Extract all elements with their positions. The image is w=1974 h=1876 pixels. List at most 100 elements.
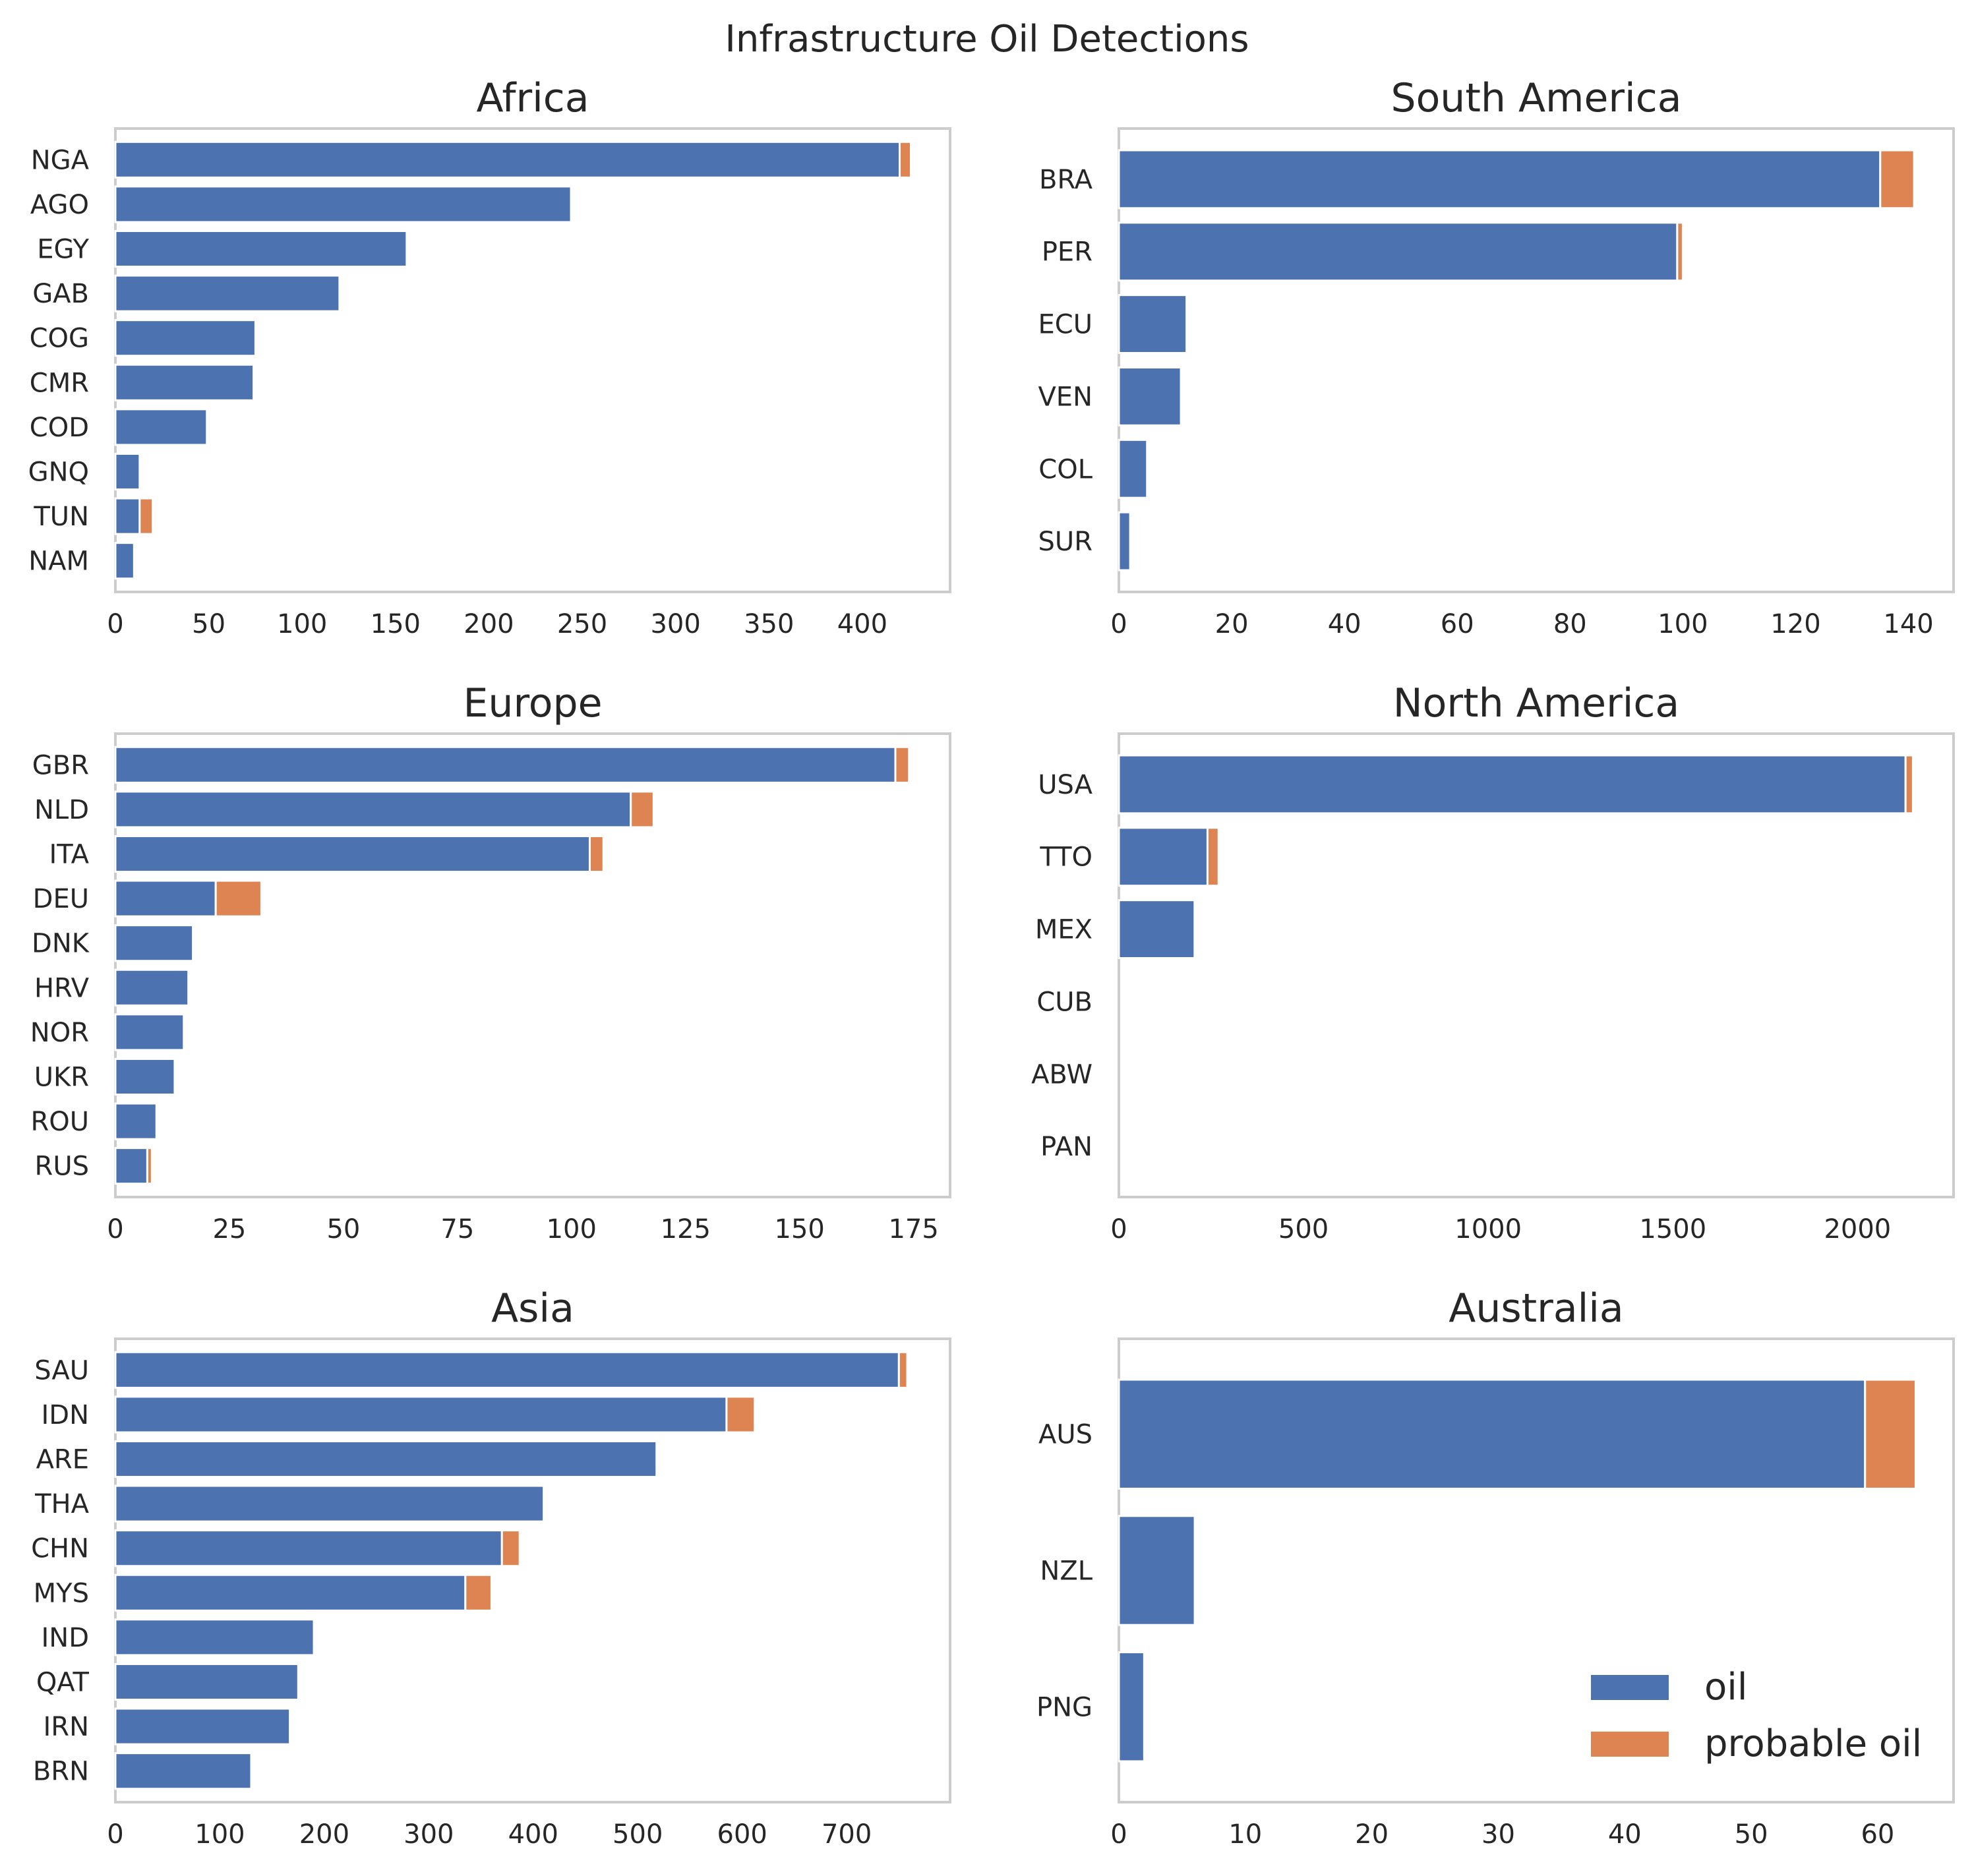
bar-oil-australia-png (1118, 1651, 1145, 1763)
x-tick-label-asia: 100 (194, 1819, 245, 1850)
bar-oil-africa-cmr (114, 363, 255, 401)
x-tick-label-asia: 300 (404, 1819, 454, 1850)
panel-title-africa: Africa (476, 75, 589, 121)
x-tick-label-australia: 30 (1481, 1819, 1515, 1850)
category-label-tun: TUN (33, 502, 89, 532)
category-label-deu: DEU (33, 884, 89, 914)
category-label-sur: SUR (1038, 527, 1092, 557)
x-tick-label-africa: 350 (744, 609, 794, 639)
panel-north-america: North America USA TTO MEX CUB ABW PAN 0 500 1000 1… (1031, 680, 1955, 1245)
bar-probable-oil-europe-gbr (894, 746, 911, 784)
x-tick-label-south-america: 60 (1441, 609, 1474, 639)
x-tick-label-australia: 10 (1228, 1819, 1262, 1850)
panel-europe: Europe GBR NLD ITA DEU DNK HRV NOR UKR ROU RUS 0 25 5… (30, 680, 951, 1245)
category-label-cub: CUB (1036, 987, 1092, 1017)
bar-probable-oil-south-america-bra (1879, 149, 1915, 210)
bar-oil-europe-rus (114, 1147, 148, 1185)
bar-probable-oil-asia-idn (725, 1395, 756, 1434)
x-tick-label-south-america: 120 (1770, 609, 1820, 639)
category-label-gab: GAB (32, 279, 89, 309)
category-label-ita: ITA (49, 840, 90, 870)
bar-oil-europe-deu (114, 879, 217, 918)
bar-probable-oil-australia-aus (1864, 1378, 1917, 1490)
category-label-aus: AUS (1038, 1420, 1092, 1450)
axes-frame-north-america (1118, 732, 1955, 1198)
x-tick-label-asia: 500 (613, 1819, 663, 1850)
bar-oil-south-america-bra (1118, 149, 1882, 210)
bar-oil-africa-tun (114, 497, 141, 535)
category-label-abw: ABW (1031, 1059, 1092, 1090)
panels: Africa NGA AGO EGY GAB COG CMR COD GNQ TUN NAM 0 50 1… (28, 75, 1955, 1850)
category-label-brn: BRN (33, 1757, 89, 1787)
category-label-nzl: NZL (1040, 1556, 1092, 1587)
category-label-mex: MEX (1035, 915, 1092, 945)
bar-oil-asia-mys (114, 1573, 467, 1612)
x-tick-label-europe: 0 (107, 1214, 123, 1245)
bar-oil-south-america-ecu (1118, 294, 1188, 355)
category-label-nam: NAM (28, 546, 89, 577)
bar-oil-africa-ago (114, 185, 572, 223)
x-tick-label-australia: 0 (1110, 1819, 1127, 1850)
bar-oil-asia-tha (114, 1484, 545, 1523)
x-tick-label-south-america: 20 (1215, 609, 1249, 639)
x-tick-label-south-america: 80 (1553, 609, 1587, 639)
bar-probable-oil-europe-ita (588, 835, 605, 873)
x-tick-label-europe: 25 (212, 1214, 246, 1245)
x-tick-label-australia: 20 (1355, 1819, 1389, 1850)
category-label-col: COL (1038, 454, 1092, 484)
bar-oil-asia-irn (114, 1707, 291, 1745)
category-label-pan: PAN (1040, 1132, 1092, 1162)
x-tick-label-africa: 100 (277, 609, 327, 639)
bar-oil-australia-aus (1118, 1378, 1867, 1490)
bar-oil-africa-egy (114, 229, 408, 268)
bar-oil-asia-are (114, 1440, 658, 1479)
legend-swatch-probable-oil (1591, 1732, 1669, 1757)
category-label-bra: BRA (1039, 165, 1093, 195)
x-tick-label-south-america: 40 (1328, 609, 1361, 639)
x-tick-label-north-america: 1500 (1639, 1214, 1706, 1245)
category-label-chn: CHN (31, 1534, 89, 1564)
category-label-tto: TTO (1039, 842, 1092, 873)
category-label-nor: NOR (30, 1018, 89, 1048)
category-label-nga: NGA (31, 145, 90, 175)
bar-probable-oil-africa-nga (899, 140, 912, 179)
legend-swatch-oil (1591, 1675, 1669, 1700)
category-label-ago: AGO (30, 190, 89, 220)
bar-oil-europe-gbr (114, 746, 897, 784)
bar-oil-asia-sau (114, 1351, 900, 1389)
category-label-ecu: ECU (1038, 310, 1092, 340)
category-label-qat: QAT (36, 1667, 90, 1697)
category-label-tha: THA (34, 1489, 90, 1519)
category-label-usa: USA (1038, 770, 1092, 800)
category-label-per: PER (1042, 237, 1092, 268)
x-tick-label-australia: 50 (1735, 1819, 1768, 1850)
bar-oil-south-america-per (1118, 221, 1679, 282)
bar-probable-oil-europe-nld (630, 790, 655, 829)
bar-probable-oil-europe-deu (214, 879, 262, 918)
x-tick-label-europe: 125 (661, 1214, 711, 1245)
category-label-gbr: GBR (32, 750, 89, 780)
bar-probable-oil-north-america-usa (1904, 754, 1914, 815)
category-label-egy: EGY (37, 235, 89, 265)
bar-oil-europe-dnk (114, 924, 194, 962)
bar-probable-oil-africa-tun (138, 497, 154, 535)
bar-probable-oil-south-america-per (1676, 221, 1684, 282)
x-tick-label-asia: 400 (508, 1819, 558, 1850)
bar-probable-oil-asia-sau (897, 1351, 909, 1389)
x-tick-label-africa: 150 (371, 609, 421, 639)
panel-australia: Australia AUS NZL PNG 0 10 20 30 40 50 60 (1036, 1285, 1955, 1850)
bar-oil-asia-idn (114, 1395, 728, 1434)
x-tick-label-asia: 0 (107, 1819, 123, 1850)
bar-probable-oil-asia-chn (500, 1529, 521, 1568)
axes-frame-asia (114, 1337, 951, 1803)
bar-oil-asia-qat (114, 1662, 299, 1701)
panel-title-australia: Australia (1449, 1285, 1623, 1332)
bar-oil-africa-nam (114, 542, 135, 580)
category-label-hrv: HRV (34, 973, 90, 1003)
x-tick-label-europe: 175 (888, 1214, 938, 1245)
x-tick-label-north-america: 2000 (1824, 1214, 1891, 1245)
bar-oil-asia-ind (114, 1618, 315, 1656)
x-tick-label-south-america: 0 (1110, 609, 1127, 639)
category-label-cog: COG (30, 324, 89, 354)
